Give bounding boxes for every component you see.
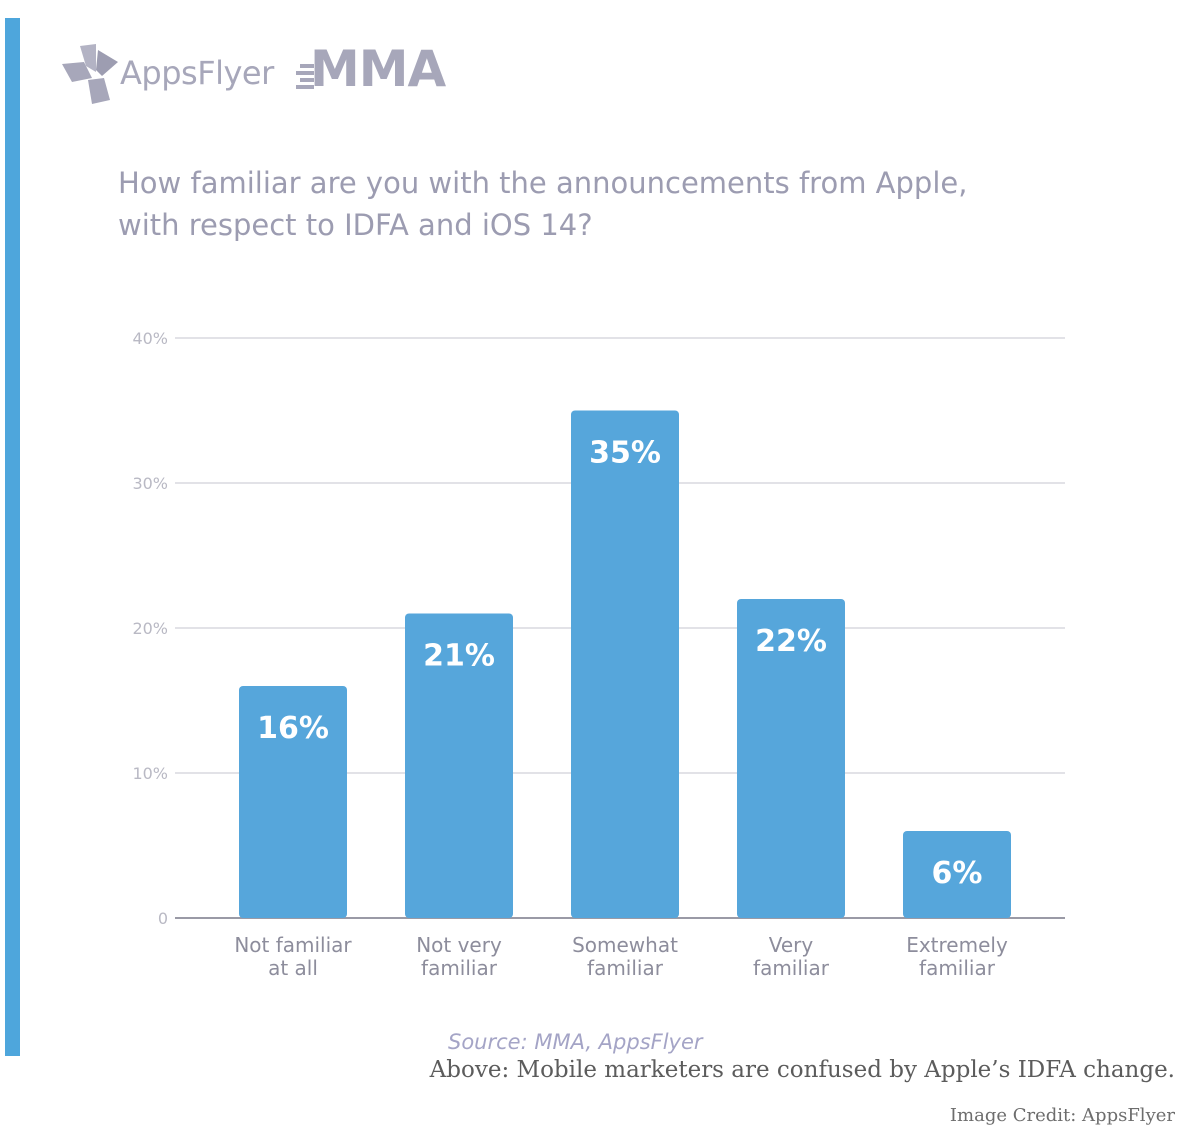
y-tick-label: 0 xyxy=(158,909,168,928)
chart-title-line-1: How familiar are you with the announceme… xyxy=(118,166,968,200)
x-category-label: Very xyxy=(769,933,814,957)
bar-value-label: 6% xyxy=(932,856,983,891)
bar-value-label: 22% xyxy=(755,624,827,659)
left-accent-bar xyxy=(5,18,20,1056)
x-category-label: familiar xyxy=(753,956,830,980)
x-category-label: Not very xyxy=(416,933,502,957)
bar-value-label: 35% xyxy=(589,436,661,471)
image-credit: Image Credit: AppsFlyer xyxy=(949,1105,1175,1126)
image-caption: Above: Mobile marketers are confused by … xyxy=(429,1057,1175,1083)
appsflyer-logo-text: AppsFlyer xyxy=(120,54,274,92)
logos: AppsFlyer MMA xyxy=(62,40,482,110)
mma-logo-lines xyxy=(296,64,314,89)
source-note: Source: MMA, AppsFlyer xyxy=(448,1030,703,1054)
bar xyxy=(239,686,347,918)
y-tick-label: 30% xyxy=(132,474,168,493)
bar-value-label: 16% xyxy=(257,711,329,746)
x-category-label: at all xyxy=(268,956,318,980)
bar-value-label: 21% xyxy=(423,639,495,674)
chart-title-line-2: with respect to IDFA and iOS 14? xyxy=(118,208,593,242)
bar xyxy=(571,410,679,918)
x-category-label: Somewhat xyxy=(572,933,678,957)
bar xyxy=(737,599,845,918)
chart-title: How familiar are you with the announceme… xyxy=(118,162,1098,246)
x-category-label: familiar xyxy=(919,956,996,980)
y-tick-label: 40% xyxy=(132,329,168,348)
x-category-label: familiar xyxy=(421,956,498,980)
y-tick-label: 10% xyxy=(132,764,168,783)
x-category-label: Not familiar xyxy=(234,933,352,957)
x-category-label: familiar xyxy=(587,956,664,980)
bar xyxy=(405,613,513,918)
x-category-label: Extremely xyxy=(906,933,1008,957)
y-tick-label: 20% xyxy=(132,619,168,638)
appsflyer-logo-mark xyxy=(62,44,118,104)
bar xyxy=(903,831,1011,918)
mma-logo-text: MMA xyxy=(310,40,446,98)
